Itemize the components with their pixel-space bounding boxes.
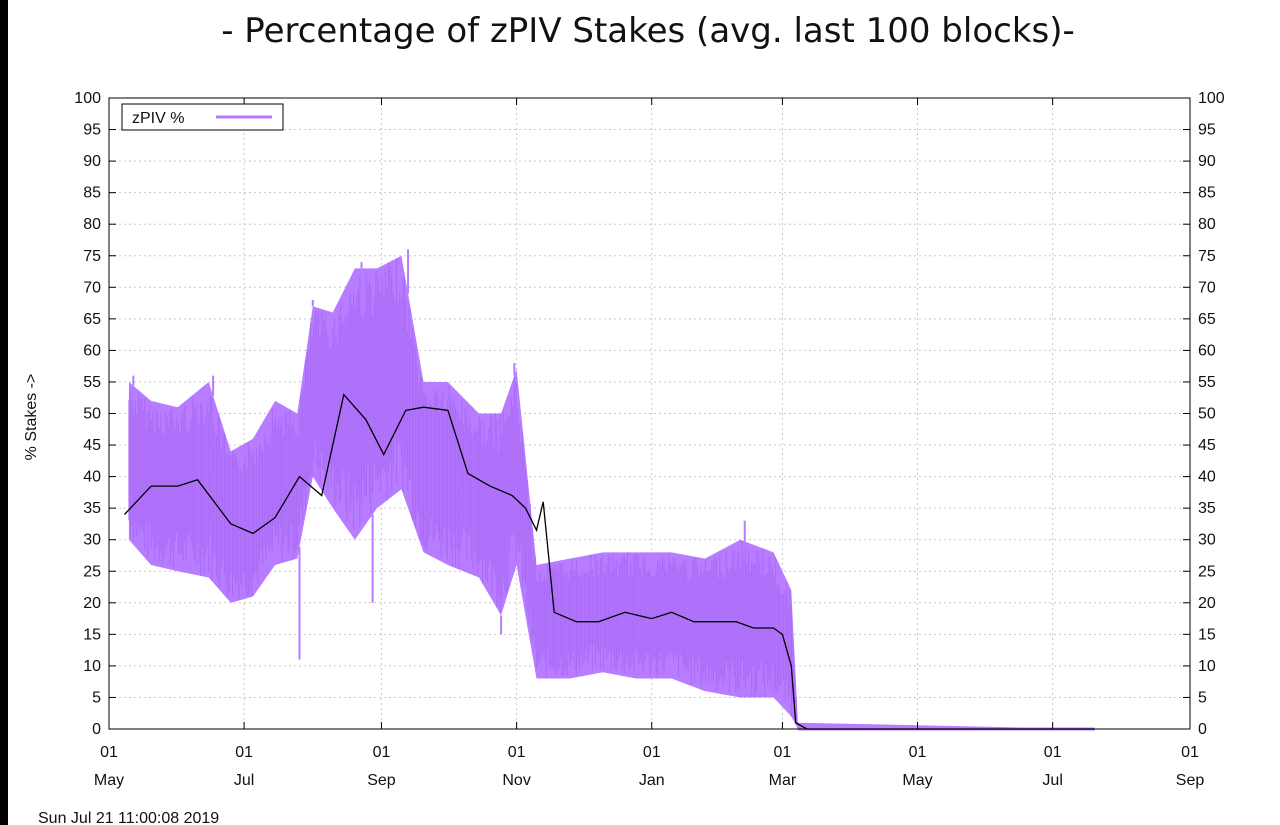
- x-tick-day: 01: [1044, 744, 1062, 761]
- series-zpiv-area: [128, 255, 1095, 731]
- y-tick-label: 25: [83, 563, 101, 580]
- y-axis-right: 0 5 10 15 20 25 30 35 40 45 50 55 60 65 70 75 80 85 90 95 10…: [1183, 90, 1225, 738]
- y-tick-label: 5: [92, 689, 101, 706]
- x-tick-month: Jul: [1042, 772, 1062, 789]
- x-tick-month: May: [94, 772, 124, 789]
- y-tick-label-right: 65: [1198, 311, 1216, 328]
- x-tick-day: 01: [235, 744, 253, 761]
- y-tick-label-right: 100: [1198, 90, 1225, 107]
- y-tick-label-right: 25: [1198, 563, 1216, 580]
- x-tick-month: Mar: [769, 772, 797, 789]
- y-tick-label: 85: [83, 185, 101, 202]
- chart-frame: - Percentage of zPIV Stakes (avg. last 1…: [8, 0, 1280, 825]
- x-tick-month: May: [902, 772, 932, 789]
- y-tick-label: 65: [83, 311, 101, 328]
- y-tick-label: 15: [83, 626, 101, 643]
- y-tick-label: 70: [83, 279, 101, 296]
- x-tick-month: Nov: [502, 772, 530, 789]
- y-tick-label: 10: [83, 658, 101, 675]
- x-tick-month: Jul: [234, 772, 254, 789]
- y-tick-label-right: 55: [1198, 374, 1216, 391]
- series-zpiv-spikes: [132, 249, 746, 660]
- y-tick-label: 80: [83, 216, 101, 233]
- y-tick-label: 20: [83, 595, 101, 612]
- y-tick-label-right: 75: [1198, 248, 1216, 265]
- y-tick-label-right: 35: [1198, 500, 1216, 517]
- x-tick-day: 01: [774, 744, 792, 761]
- y-tick-label-right: 30: [1198, 532, 1216, 549]
- y-tick-label: 40: [83, 469, 101, 486]
- y-tick-label: 50: [83, 406, 101, 423]
- render-timestamp: Sun Jul 21 11:00:08 2019: [38, 810, 219, 825]
- x-tick-day: 01: [1181, 744, 1199, 761]
- x-axis: 01 May 01 Jul 01 Sep 01 Nov 01 Jan 01 Mar 01 May 01 Jul…: [94, 98, 1204, 789]
- zpiv-noise: [128, 258, 799, 729]
- y-tick-label-right: 50: [1198, 406, 1216, 423]
- y-tick-label: 90: [83, 153, 101, 170]
- y-tick-label: 30: [83, 532, 101, 549]
- y-tick-label-right: 10: [1198, 658, 1216, 675]
- x-tick-day: 01: [508, 744, 526, 761]
- y-tick-label-right: 95: [1198, 122, 1216, 139]
- y-tick-label-right: 70: [1198, 279, 1216, 296]
- chart-title: - Percentage of zPIV Stakes (avg. last 1…: [221, 11, 1075, 51]
- y-tick-label: 35: [83, 500, 101, 517]
- legend: zPIV %: [121, 103, 284, 131]
- y-tick-label-right: 45: [1198, 437, 1216, 454]
- x-tick-month: Sep: [367, 772, 396, 789]
- legend-label: zPIV %: [132, 110, 184, 127]
- y-tick-label: 0: [92, 721, 101, 738]
- y-tick-label-right: 5: [1198, 689, 1207, 706]
- y-tick-label: 100: [74, 90, 101, 107]
- average-line: [124, 393, 1095, 730]
- x-tick-day: 01: [909, 744, 927, 761]
- y-tick-label-right: 60: [1198, 342, 1216, 359]
- x-tick-day: 01: [373, 744, 391, 761]
- y-tick-label: 60: [83, 342, 101, 359]
- y-tick-label-right: 0: [1198, 721, 1207, 738]
- y-tick-label: 45: [83, 437, 101, 454]
- y-tick-label-right: 90: [1198, 153, 1216, 170]
- stakes-chart: - Percentage of zPIV Stakes (avg. last 1…: [23, 11, 1225, 825]
- series-average-line: [124, 393, 1095, 730]
- y-tick-label: 55: [83, 374, 101, 391]
- x-tick-day: 01: [643, 744, 661, 761]
- y-tick-label: 75: [83, 248, 101, 265]
- x-tick-month: Jan: [639, 772, 665, 789]
- y-tick-label-right: 40: [1198, 469, 1216, 486]
- y-axis-label: % Stakes ->: [23, 374, 40, 461]
- y-tick-label-right: 15: [1198, 626, 1216, 643]
- y-tick-label-right: 80: [1198, 216, 1216, 233]
- y-tick-label-right: 20: [1198, 595, 1216, 612]
- x-tick-day: 01: [100, 744, 118, 761]
- zpiv-envelope: [128, 255, 1095, 729]
- y-axis-left: 0 5 10 15 20 25 30 35 40 45 50 55 60 65 70 75 80 85 90 95 10…: [74, 90, 116, 738]
- x-tick-month: Sep: [1176, 772, 1205, 789]
- y-tick-label-right: 85: [1198, 185, 1216, 202]
- y-tick-label: 95: [83, 122, 101, 139]
